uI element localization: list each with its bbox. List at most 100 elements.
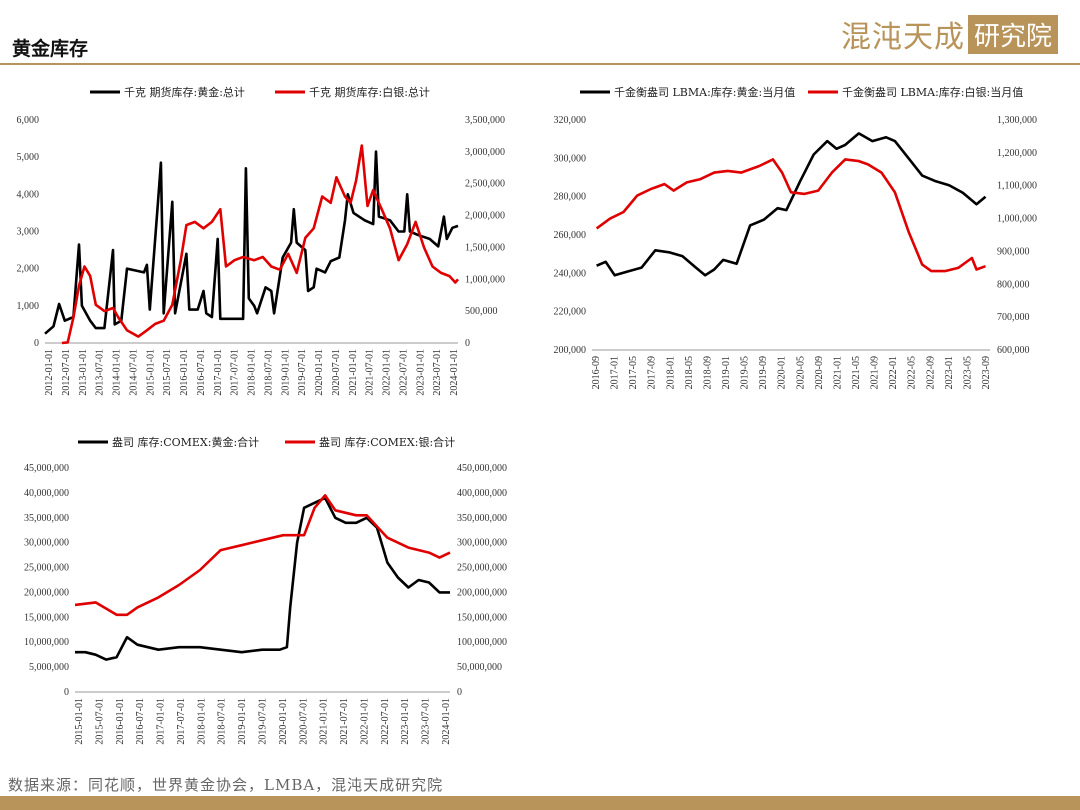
x-tick-label: 2023-01-01 — [400, 698, 411, 745]
x-tick-label: 2017-01-01 — [213, 349, 224, 396]
y-left-tick-label: 240,000 — [554, 268, 587, 279]
x-tick-label: 2013-01-01 — [78, 349, 89, 396]
data-source-note: 数据来源：同花顺，世界黄金协会，LMBA，混沌天成研究院 — [8, 776, 444, 794]
y-right-tick-label: 600,000 — [997, 345, 1030, 356]
y-left-tick-label: 280,000 — [554, 192, 587, 203]
x-tick-label: 2015-07-01 — [94, 698, 105, 745]
x-tick-label: 2022-01-01 — [359, 698, 370, 745]
x-tick-label: 2018-01-01 — [196, 698, 207, 745]
y-right-tick-label: 400,000,000 — [457, 488, 507, 499]
y-left-tick-label: 6,000 — [17, 115, 40, 126]
series-line-silver — [595, 158, 986, 273]
x-tick-label: 2012-01-01 — [44, 349, 55, 396]
x-tick-label: 2023-01-01 — [415, 349, 426, 396]
x-tick-label: 2016-07-01 — [135, 698, 146, 745]
y-left-tick-label: 0 — [64, 687, 69, 698]
x-tick-label: 2020-01-01 — [278, 698, 289, 745]
y-left-tick-label: 300,000 — [554, 153, 587, 164]
x-tick-label: 2021-07-01 — [339, 698, 350, 745]
y-right-tick-label: 900,000 — [997, 246, 1030, 257]
y-right-tick-label: 2,000,000 — [465, 211, 505, 222]
y-right-tick-label: 1,000,000 — [465, 274, 505, 285]
x-tick-label: 2016-01-01 — [115, 698, 126, 745]
x-tick-label: 2020-01-01 — [314, 349, 325, 396]
x-tick-label: 2019-01-01 — [237, 698, 248, 745]
y-left-tick-label: 1,000 — [17, 301, 40, 312]
x-tick-label: 2021-01-01 — [348, 349, 359, 396]
y-left-tick-label: 3,000 — [17, 227, 40, 238]
footer-bar — [0, 796, 1080, 810]
x-tick-label: 2017-01 — [610, 356, 621, 389]
y-left-tick-label: 4,000 — [17, 189, 40, 200]
x-tick-label: 2023-07-01 — [432, 349, 443, 396]
x-tick-label: 2019-01 — [721, 356, 732, 389]
series-line-silver — [74, 494, 451, 617]
legend-label: 千克 期货库存:白银:总计 — [309, 85, 430, 99]
x-tick-label: 2023-01 — [944, 356, 955, 389]
x-tick-label: 2023-07-01 — [421, 698, 432, 745]
x-tick-label: 2020-07-01 — [331, 349, 342, 396]
x-tick-label: 2021-09 — [870, 356, 881, 389]
y-left-tick-label: 0 — [34, 338, 39, 349]
x-tick-label: 2021-07-01 — [365, 349, 376, 396]
logo-text: 混沌天成 — [840, 20, 965, 55]
y-right-tick-label: 1,500,000 — [465, 242, 505, 253]
y-left-tick-label: 320,000 — [554, 115, 587, 126]
x-tick-label: 2019-05 — [740, 356, 751, 389]
chart-futures-inventory: 0 1,000 2,000 3,000 4,000 5,000 6,000 0 500,000 1… — [17, 85, 506, 396]
series-line-gold — [596, 132, 987, 277]
y-right-tick-label: 1,200,000 — [997, 148, 1037, 159]
x-tick-label: 2021-01 — [832, 356, 843, 389]
chart-lbma-inventory: 200,000 220,000 240,000 260,000 280,000 300,0… — [554, 85, 1038, 389]
x-tick-label: 2021-01-01 — [319, 698, 330, 745]
series-line-gold — [44, 150, 459, 335]
y-left-tick-label: 200,000 — [554, 345, 587, 356]
y-right-tick-label: 350,000,000 — [457, 513, 507, 524]
x-tick-label: 2017-09 — [647, 356, 658, 389]
x-tick-label: 2022-01-01 — [382, 349, 393, 396]
legend-label: 千金衡盎司 LBMA:库存:黄金:当月值 — [614, 85, 795, 99]
x-tick-label: 2022-07-01 — [398, 349, 409, 396]
x-tick-label: 2022-01 — [888, 356, 899, 389]
legend-label: 千克 期货库存:黄金:总计 — [124, 85, 245, 99]
y-right-tick-label: 1,100,000 — [997, 181, 1037, 192]
x-tick-label: 2019-09 — [758, 356, 769, 389]
y-right-tick-label: 1,300,000 — [997, 115, 1037, 126]
x-tick-label: 2017-01-01 — [156, 698, 167, 745]
y-right-tick-label: 800,000 — [997, 279, 1030, 290]
y-right-tick-label: 250,000,000 — [457, 563, 507, 574]
x-tick-label: 2018-01-01 — [247, 349, 258, 396]
page-title: 黄金库存 — [12, 38, 89, 60]
y-right-tick-label: 3,000,000 — [465, 147, 505, 158]
x-tick-label: 2014-01-01 — [112, 349, 123, 396]
y-left-tick-label: 5,000,000 — [29, 662, 69, 673]
y-left-tick-label: 10,000,000 — [24, 637, 69, 648]
y-right-tick-label: 2,500,000 — [465, 179, 505, 190]
x-tick-label: 2019-07-01 — [258, 698, 269, 745]
x-tick-label: 2015-01-01 — [74, 698, 85, 745]
y-right-tick-label: 50,000,000 — [457, 662, 502, 673]
x-tick-label: 2024-01-01 — [441, 698, 452, 745]
y-left-tick-label: 45,000,000 — [24, 463, 69, 474]
x-tick-label: 2016-09 — [591, 356, 602, 389]
series-line-silver — [61, 144, 459, 345]
x-tick-label: 2022-05 — [907, 356, 918, 389]
y-right-tick-label: 500,000 — [465, 306, 498, 317]
x-tick-label: 2019-01-01 — [280, 349, 291, 396]
y-left-tick-label: 30,000,000 — [24, 538, 69, 549]
x-tick-label: 2014-07-01 — [128, 349, 139, 396]
y-right-tick-label: 150,000,000 — [457, 612, 507, 623]
y-right-tick-label: 3,500,000 — [465, 115, 505, 126]
y-left-tick-label: 260,000 — [554, 230, 587, 241]
x-tick-label: 2016-07-01 — [196, 349, 207, 396]
y-left-tick-label: 5,000 — [17, 152, 40, 163]
x-tick-label: 2020-05 — [795, 356, 806, 389]
x-tick-label: 2021-05 — [851, 356, 862, 389]
series-line-gold — [75, 496, 450, 661]
legend-label: 千金衡盎司 LBMA:库存:白银:当月值 — [842, 85, 1023, 99]
x-tick-label: 2017-07-01 — [176, 698, 187, 745]
y-left-tick-label: 25,000,000 — [24, 563, 69, 574]
x-tick-label: 2015-01-01 — [145, 349, 156, 396]
x-tick-label: 2020-09 — [814, 356, 825, 389]
y-right-tick-label: 450,000,000 — [457, 463, 507, 474]
